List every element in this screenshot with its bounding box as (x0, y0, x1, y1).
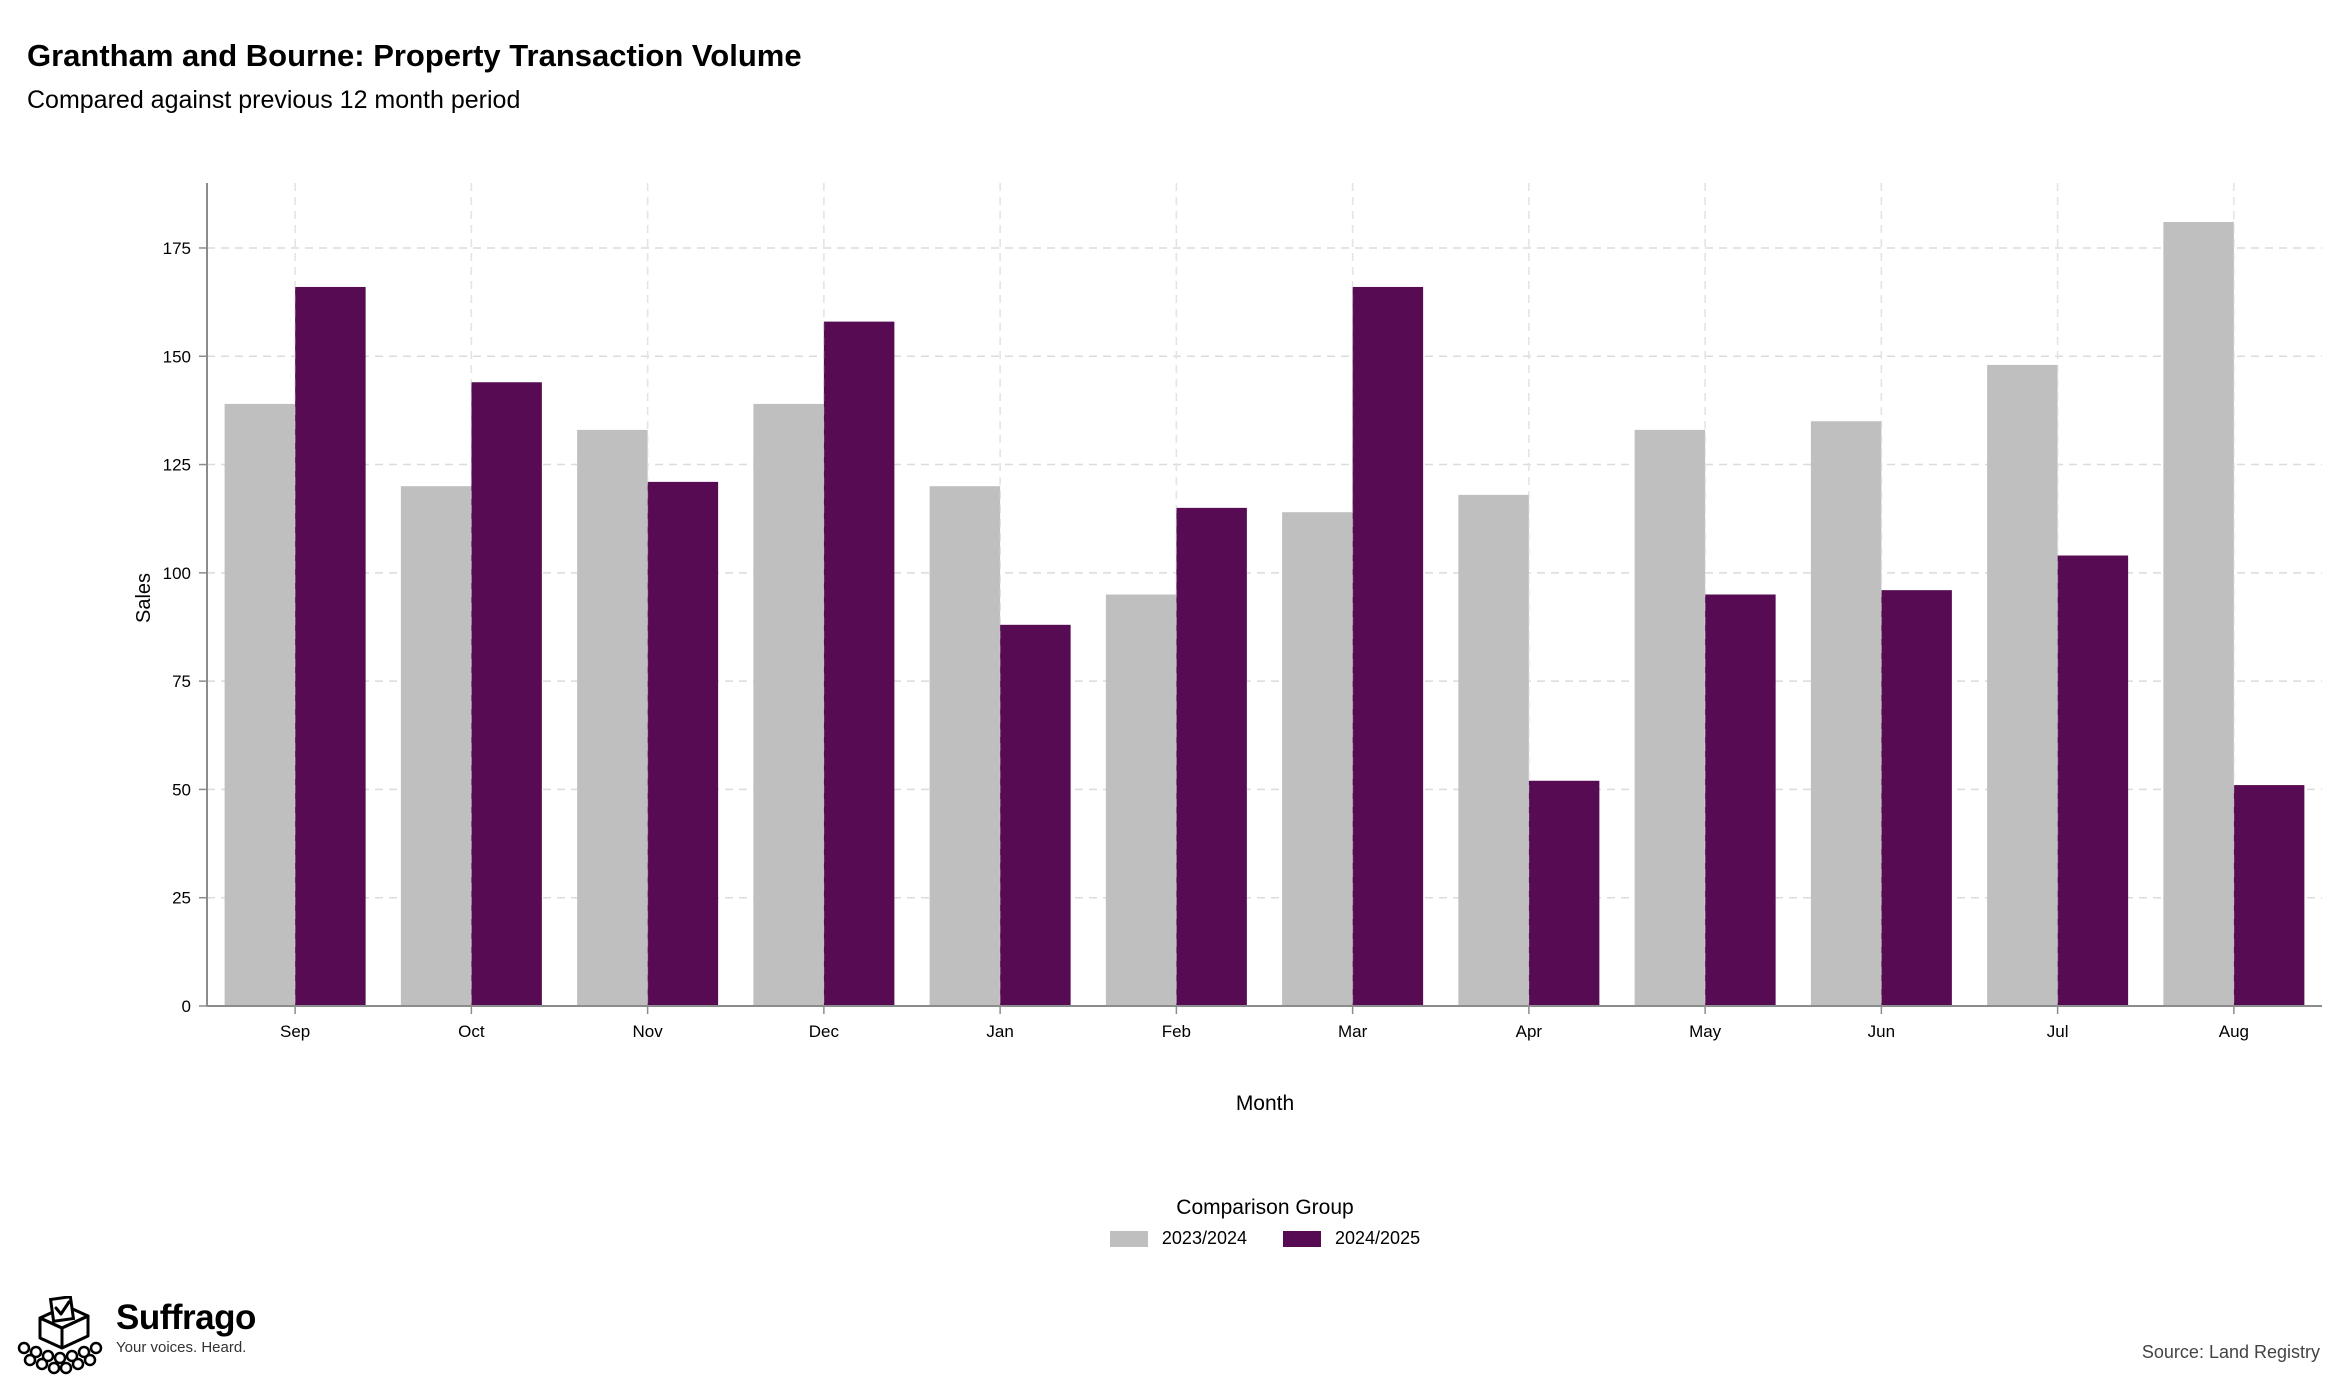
legend-label-2024-2025: 2024/2025 (1335, 1228, 1421, 1248)
bar-2023-2024-dec (753, 403, 824, 1006)
x-tick-label-apr: Apr (1516, 1022, 1543, 1041)
axes (199, 183, 2322, 1014)
bar-2023-2024-sep (224, 403, 296, 1006)
bar-2024-2025-sep (295, 286, 366, 1006)
legend-items: 2023/2024 2024/2025 (0, 1228, 2334, 1249)
bar-2023-2024-oct (400, 486, 472, 1006)
bar-2023-2024-feb (1105, 594, 1177, 1006)
legend-item-2024-2025: 2024/2025 (1283, 1228, 1420, 1249)
bar-2024-2025-jun (1881, 590, 1952, 1006)
bar-2024-2025-jul (2057, 555, 2129, 1006)
ballot-box-crowd-icon (17, 1296, 103, 1375)
legend-title: Comparison Group (1176, 1196, 1354, 1219)
legend: Comparison Group 2023/2024 2024/2025 (0, 1196, 2334, 1249)
tick-labels: 0 25 50 75 100 125 150 175 Sep Oct Nov Dec Jan Feb Mar… (163, 239, 2249, 1041)
brand-logo: Suffrago Your voices. Heard. (14, 1296, 256, 1376)
bar-2024-2025-jan (1000, 624, 1071, 1006)
x-tick-label-jul: Jul (2047, 1022, 2069, 1041)
x-tick-label-jan: Jan (986, 1022, 1013, 1041)
chart-title: Grantham and Bourne: Property Transactio… (27, 38, 802, 73)
brand-tagline: Your voices. Heard. (116, 1338, 247, 1356)
y-tick-label: 25 (172, 889, 191, 908)
legend-swatch-2023-2024 (1109, 1230, 1148, 1247)
legend-label-2023-2024: 2023/2024 (1161, 1228, 1247, 1248)
bar-2023-2024-may (1634, 429, 1706, 1006)
x-tick-label-sep: Sep (280, 1022, 310, 1041)
bar-2023-2024-jul (1987, 364, 2058, 1006)
bar-2023-2024-mar (1282, 512, 1353, 1006)
y-tick-label: 125 (163, 456, 191, 475)
legend-swatch-2024-2025 (1283, 1230, 1321, 1247)
y-tick-label: 175 (163, 239, 191, 258)
brand-text: Suffrago Your voices. Heard. (116, 1296, 256, 1356)
x-tick-label-dec: Dec (809, 1022, 840, 1041)
source-note: Source: Land Registry (2141, 1342, 2320, 1362)
y-tick-label: 75 (172, 672, 191, 691)
bar-2024-2025-mar (1352, 286, 1424, 1006)
bar-2023-2024-apr (1458, 494, 1529, 1006)
x-tick-label-may: May (1689, 1022, 1722, 1041)
chart-subtitle: Compared against previous 12 month perio… (27, 86, 521, 114)
bar-2024-2025-feb (1176, 507, 1247, 1006)
y-tick-label: 50 (172, 780, 191, 799)
x-axis-label: Month (1236, 1092, 1294, 1115)
bar-2023-2024-nov (577, 429, 648, 1006)
bar-2024-2025-oct (471, 382, 542, 1006)
bars (224, 183, 2305, 1007)
bar-2024-2025-nov (647, 481, 719, 1007)
bar-2023-2024-jun (1810, 421, 1882, 1007)
x-tick-label-feb: Feb (1162, 1022, 1191, 1041)
x-tick-label-nov: Nov (633, 1022, 664, 1041)
x-tick-label-mar: Mar (1338, 1022, 1368, 1041)
bar-2024-2025-dec (823, 321, 895, 1006)
bar-2023-2024-aug (2163, 221, 2234, 1007)
bar-2024-2025-apr (1528, 780, 1600, 1006)
legend-item-2023-2024: 2023/2024 (1109, 1228, 1247, 1249)
y-axis-label: Sales (133, 573, 155, 623)
x-tick-label-oct: Oct (458, 1022, 485, 1041)
bar-2024-2025-may (1705, 594, 1776, 1006)
x-tick-label-jun: Jun (1868, 1022, 1895, 1041)
y-tick-label: 100 (163, 564, 191, 583)
bar-2023-2024-jan (929, 486, 1001, 1006)
brand-name: Suffrago (116, 1298, 256, 1337)
y-tick-label: 150 (163, 347, 191, 366)
x-tick-label-aug: Aug (2219, 1022, 2249, 1041)
y-tick-label: 0 (182, 997, 191, 1016)
bar-2024-2025-aug (2233, 785, 2305, 1006)
